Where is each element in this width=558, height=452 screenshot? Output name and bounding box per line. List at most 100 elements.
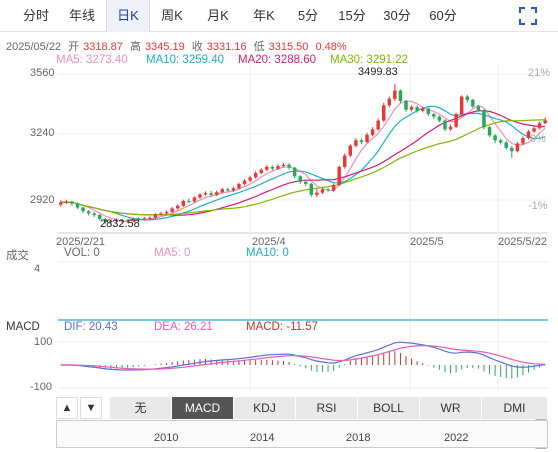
info-low-label: 低 — [253, 41, 265, 53]
candle-body — [148, 217, 152, 219]
candle-body — [192, 197, 197, 202]
candle-body — [343, 155, 347, 167]
tab-daily-k[interactable]: 日K — [106, 0, 150, 32]
overview-year-2014: 2014 — [250, 432, 275, 444]
candle-body — [482, 110, 486, 128]
scroll-up-button[interactable]: ▲ — [56, 397, 78, 419]
candle-body — [170, 208, 174, 212]
candle-body — [493, 135, 497, 141]
candle-body — [298, 176, 302, 182]
candle-body — [248, 177, 252, 181]
candle-body — [526, 131, 531, 139]
macd-title: MACD — [6, 321, 40, 333]
candle-body — [376, 120, 380, 130]
volume-ma10: MA10: 0 — [246, 247, 289, 259]
info-close: 3331.16 — [206, 41, 247, 53]
candle-body — [443, 120, 447, 130]
price-axis-bottom: 2920 — [30, 194, 55, 206]
candle-body — [471, 99, 475, 107]
ma20-legend: MA20: 3288.60 — [238, 54, 317, 66]
macd-dea: DEA: 26.21 — [154, 321, 213, 333]
candle-body — [487, 127, 492, 136]
volume-value: VOL: 0 — [64, 247, 100, 259]
volume-ma5: MA5: 0 — [154, 247, 191, 259]
indicator-tab-none[interactable]: 无 — [110, 397, 172, 419]
volume-title: 成交 — [6, 250, 29, 262]
info-close-label: 收 — [191, 41, 203, 53]
candle-body — [432, 114, 436, 117]
tab-60min[interactable]: 60分 — [429, 8, 457, 23]
date-label-may: 2025/5 — [410, 236, 444, 248]
tab-nianxian[interactable]: 年线 — [68, 8, 95, 23]
price-axis-mid: 3240 — [30, 127, 55, 139]
candle-body — [315, 192, 319, 195]
candle-body — [370, 129, 375, 135]
ma10-legend: MA10: 3259.40 — [146, 54, 225, 66]
indicator-tab-rsi[interactable]: RSI — [296, 397, 358, 419]
candle-body — [387, 98, 392, 106]
date-label-start: 2025/2/21 — [56, 236, 105, 248]
tab-5min[interactable]: 5分 — [297, 8, 319, 23]
indicator-tab-boll[interactable]: BOLL — [358, 397, 420, 419]
candle-body — [415, 107, 419, 111]
candle-body — [354, 140, 358, 146]
candle-body — [265, 166, 269, 170]
high-annotation: 3499.83 — [358, 66, 398, 78]
macd-dif-line — [60, 341, 546, 371]
candle-body — [304, 181, 308, 184]
candle-body — [543, 120, 547, 124]
info-open-label: 开 — [68, 41, 80, 53]
candle-body — [120, 219, 124, 222]
candle-body — [237, 183, 241, 189]
candle-body — [131, 218, 135, 221]
candle-body — [242, 180, 247, 184]
low-annotation: 2832.58 — [100, 218, 140, 230]
price-axis-top: 3560 — [30, 67, 55, 79]
info-high-label: 高 — [129, 41, 141, 53]
tab-yearly-k[interactable]: 年K — [253, 8, 275, 23]
candle-body — [292, 167, 297, 177]
candle-body — [331, 185, 336, 191]
indicator-tab-wr[interactable]: WR — [420, 397, 482, 419]
indicator-tab-kdj[interactable]: KDJ — [234, 397, 296, 419]
candle-body — [187, 200, 191, 202]
candle-body — [70, 201, 74, 204]
scroll-down-button[interactable]: ▼ — [80, 397, 102, 419]
info-low: 3315.50 — [268, 41, 309, 53]
candle-body — [64, 201, 69, 203]
range-overview[interactable] — [56, 420, 548, 448]
indicator-tab-dmi[interactable]: DMI — [482, 397, 548, 419]
tab-fenshi[interactable]: 分时 — [22, 8, 49, 23]
candle-body — [181, 200, 186, 206]
candle-body — [537, 123, 542, 129]
candle-body — [348, 145, 353, 156]
candle-body — [382, 105, 386, 121]
info-high: 3345.19 — [144, 41, 185, 53]
candle-body — [459, 96, 464, 115]
tab-15min[interactable]: 15分 — [338, 8, 366, 23]
ma30-line — [60, 119, 546, 216]
candle-body — [226, 189, 230, 191]
candle-body — [359, 140, 364, 143]
candle-body — [253, 173, 258, 178]
period-tab-bar: 分时 年线 日K 周K 月K 年K 5分 15分 30分 60分 — [0, 0, 558, 32]
candle-body — [103, 218, 108, 223]
tab-30min[interactable]: 30分 — [383, 8, 411, 23]
candle-body — [231, 188, 236, 191]
tab-monthly-k[interactable]: 月K — [207, 8, 229, 23]
candle-body — [142, 218, 147, 220]
ma10-line — [60, 105, 546, 221]
candle-body — [409, 107, 414, 110]
candle-body — [498, 140, 503, 143]
fullscreen-icon[interactable] — [518, 6, 538, 26]
pct-axis-top: 21% — [528, 67, 551, 79]
tab-weekly-k[interactable]: 周K — [161, 8, 183, 23]
candle-body — [198, 194, 202, 198]
date-label-apr: 2025/4 — [252, 236, 286, 248]
candle-body — [448, 126, 453, 130]
indicator-tab-macd[interactable]: MACD — [172, 397, 234, 419]
candle-body — [109, 221, 113, 223]
info-open: 3318.87 — [83, 41, 123, 53]
